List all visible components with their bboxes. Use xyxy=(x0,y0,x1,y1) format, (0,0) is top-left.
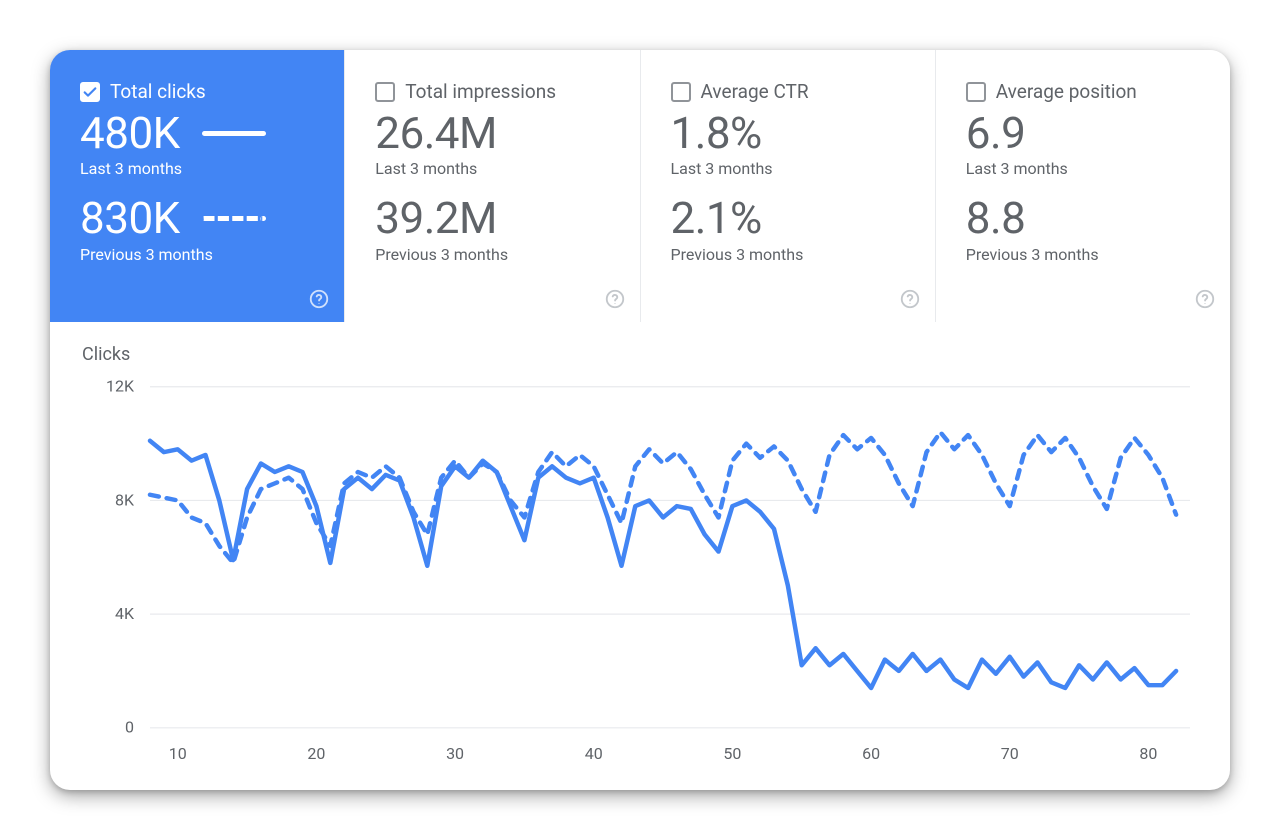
chart-title: Clicks xyxy=(82,344,1200,365)
legend-line-dashed xyxy=(202,216,266,221)
y-axis: 0 4K 8K 12K xyxy=(106,377,134,737)
metric-card-average-position[interactable]: Average position 6.9 Last 3 months 8.8 P… xyxy=(936,50,1230,322)
metric-header: Total clicks xyxy=(80,80,316,103)
metric-current-label: Last 3 months xyxy=(671,159,907,178)
metric-card-total-clicks[interactable]: Total clicks 480K Last 3 months 830K Pre… xyxy=(50,50,345,322)
svg-text:4K: 4K xyxy=(115,604,134,623)
metric-label: Average position xyxy=(996,80,1137,103)
help-icon[interactable] xyxy=(1194,288,1216,310)
metric-previous-label: Previous 3 months xyxy=(966,245,1202,264)
help-icon[interactable] xyxy=(308,288,330,310)
metric-label: Total clicks xyxy=(110,80,206,103)
svg-text:80: 80 xyxy=(1139,744,1157,763)
dashboard-card: Total clicks 480K Last 3 months 830K Pre… xyxy=(50,50,1230,790)
metric-current-label: Last 3 months xyxy=(966,159,1202,178)
metric-previous-label: Previous 3 months xyxy=(671,245,907,264)
metric-card-total-impressions[interactable]: Total impressions 26.4M Last 3 months 39… xyxy=(345,50,640,322)
metric-current-label: Last 3 months xyxy=(80,159,316,178)
checkbox-icon[interactable] xyxy=(671,82,691,102)
svg-text:8K: 8K xyxy=(115,490,134,509)
metric-current-label: Last 3 months xyxy=(375,159,611,178)
metric-previous-value: 2.1% xyxy=(671,194,762,242)
svg-text:30: 30 xyxy=(446,744,464,763)
metric-header: Total impressions xyxy=(375,80,611,103)
svg-text:40: 40 xyxy=(585,744,603,763)
metric-label: Total impressions xyxy=(405,80,556,103)
svg-text:60: 60 xyxy=(862,744,880,763)
metric-previous-label: Previous 3 months xyxy=(80,245,316,264)
metric-previous-value: 39.2M xyxy=(375,194,497,242)
series-previous xyxy=(150,432,1176,563)
gridlines xyxy=(150,387,1190,728)
metric-label: Average CTR xyxy=(701,80,809,103)
svg-text:50: 50 xyxy=(723,744,741,763)
metric-previous-value: 8.8 xyxy=(966,194,1026,242)
svg-text:12K: 12K xyxy=(106,377,134,396)
metric-current-value: 6.9 xyxy=(966,109,1026,157)
checkbox-icon[interactable] xyxy=(375,82,395,102)
metric-card-average-ctr[interactable]: Average CTR 1.8% Last 3 months 2.1% Prev… xyxy=(641,50,936,322)
chart-canvas: 0 4K 8K 12K 10 20 30 40 50 60 70 80 xyxy=(80,375,1200,767)
checkbox-icon[interactable] xyxy=(966,82,986,102)
svg-text:70: 70 xyxy=(1001,744,1019,763)
x-axis: 10 20 30 40 50 60 70 80 xyxy=(169,744,1158,763)
metric-header: Average position xyxy=(966,80,1202,103)
metric-previous-value: 830K xyxy=(80,194,180,242)
metric-previous-label: Previous 3 months xyxy=(375,245,611,264)
help-icon[interactable] xyxy=(899,288,921,310)
chart-area: Clicks 0 4K 8K 12K 10 20 30 40 50 60 70 80 xyxy=(50,322,1230,790)
legend-line-solid xyxy=(202,131,266,136)
metric-current-value: 480K xyxy=(80,109,180,157)
metrics-row: Total clicks 480K Last 3 months 830K Pre… xyxy=(50,50,1230,322)
svg-text:0: 0 xyxy=(125,718,134,737)
series-current xyxy=(150,441,1176,688)
metric-header: Average CTR xyxy=(671,80,907,103)
metric-current-value: 1.8% xyxy=(671,109,762,157)
svg-text:20: 20 xyxy=(307,744,325,763)
checkbox-icon[interactable] xyxy=(80,82,100,102)
metric-current-value: 26.4M xyxy=(375,109,497,157)
help-icon[interactable] xyxy=(604,288,626,310)
svg-text:10: 10 xyxy=(169,744,187,763)
